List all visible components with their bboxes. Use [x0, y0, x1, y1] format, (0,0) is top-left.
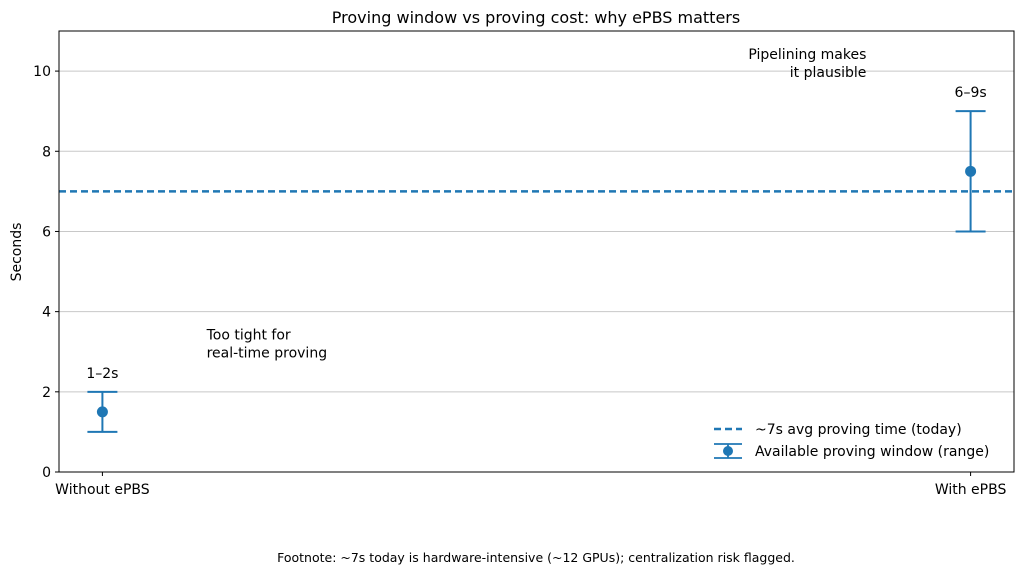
annotation: Pipelining makes	[748, 47, 866, 63]
x-tick-label: With ePBS	[935, 482, 1007, 498]
x-tick-label: Without ePBS	[55, 482, 150, 498]
y-tick-label: 4	[42, 305, 51, 321]
annotation: real-time proving	[207, 346, 328, 362]
legend: ~7s avg proving time (today) Available p…	[714, 422, 989, 460]
legend-swatch-window	[714, 443, 742, 459]
legend-label-reference: ~7s avg proving time (today)	[755, 422, 962, 438]
footnote: Footnote: ~7s today is hardware-intensiv…	[277, 550, 795, 565]
y-tick-label: 0	[42, 465, 51, 481]
y-axis-label: Seconds	[9, 223, 25, 282]
chart-title: Proving window vs proving cost: why ePBS…	[332, 8, 740, 27]
y-tick-label: 6	[42, 224, 51, 240]
annotation: Too tight for	[206, 328, 291, 344]
y-tick-label: 10	[33, 64, 51, 80]
annotation: it plausible	[790, 65, 867, 81]
data-label: 1–2s	[86, 366, 118, 382]
plot-frame	[58, 30, 1015, 473]
data-point	[96, 406, 108, 418]
y-tick-label: 2	[42, 385, 51, 401]
legend-label-window: Available proving window (range)	[755, 444, 989, 460]
data-label: 6–9s	[955, 85, 987, 101]
data-point	[965, 165, 977, 177]
y-tick-label: 8	[42, 144, 51, 160]
